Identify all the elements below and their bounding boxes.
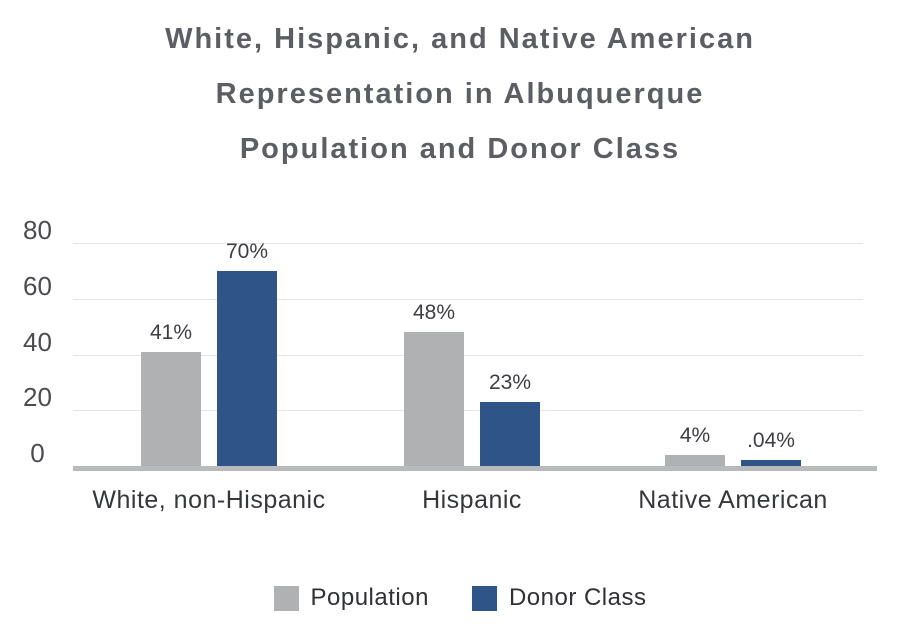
chart-title-line-1: White, Hispanic, and Native American (165, 23, 755, 55)
bar-donor-class-hispanic (480, 401, 540, 466)
y-tick-label: 40 (23, 326, 52, 357)
bar-population-hispanic (404, 332, 464, 466)
y-tick-label: 80 (23, 215, 52, 245)
gridline (73, 354, 863, 356)
y-tick-label: 0 (30, 438, 45, 468)
y-tick-label: 60 (23, 270, 52, 301)
legend-label-donor-class: Donor Class (508, 584, 647, 611)
bar-population-native-american (665, 454, 725, 466)
y-tick-label: 20 (23, 382, 52, 413)
category-label-native-american: Native American (638, 486, 828, 514)
category-label-hispanic: Hispanic (422, 486, 522, 514)
category-label-white-non-hispanic: White, non-Hispanic (92, 486, 326, 514)
gridline (73, 410, 863, 412)
value-label-donor-class-hispanic: 23% (488, 370, 532, 394)
legend-entry-population: Population (273, 584, 429, 612)
value-label-donor-class-white-non-hispanic: 70% (225, 239, 269, 263)
value-label-population-hispanic: 48% (412, 301, 456, 325)
legend-label-population: Population (310, 584, 429, 611)
legend-entry-donor-class: Donor Class (471, 584, 647, 612)
legend: Population Donor Class (10, 583, 900, 613)
bar-donor-class-white-non-hispanic (217, 270, 277, 466)
gridline (73, 243, 863, 244)
gridline (73, 298, 863, 300)
value-label-population-white-non-hispanic: 41% (149, 320, 193, 344)
value-label-donor-class-native-american: .04% (747, 429, 795, 452)
chart-title-line-3: Population and Donor Class (239, 133, 681, 165)
donor-class-swatch-icon (471, 585, 497, 611)
value-label-population-native-american: 4% (679, 423, 711, 447)
bar-donor-class-native-american (741, 460, 801, 466)
bar-population-white-non-hispanic (141, 351, 201, 466)
chart-title-line-2: Representation in Albuquerque (215, 78, 705, 110)
population-swatch-icon (273, 585, 299, 611)
x-axis-line (73, 466, 877, 471)
chart-title: White, Hispanic, and Native American Rep… (20, 12, 900, 177)
